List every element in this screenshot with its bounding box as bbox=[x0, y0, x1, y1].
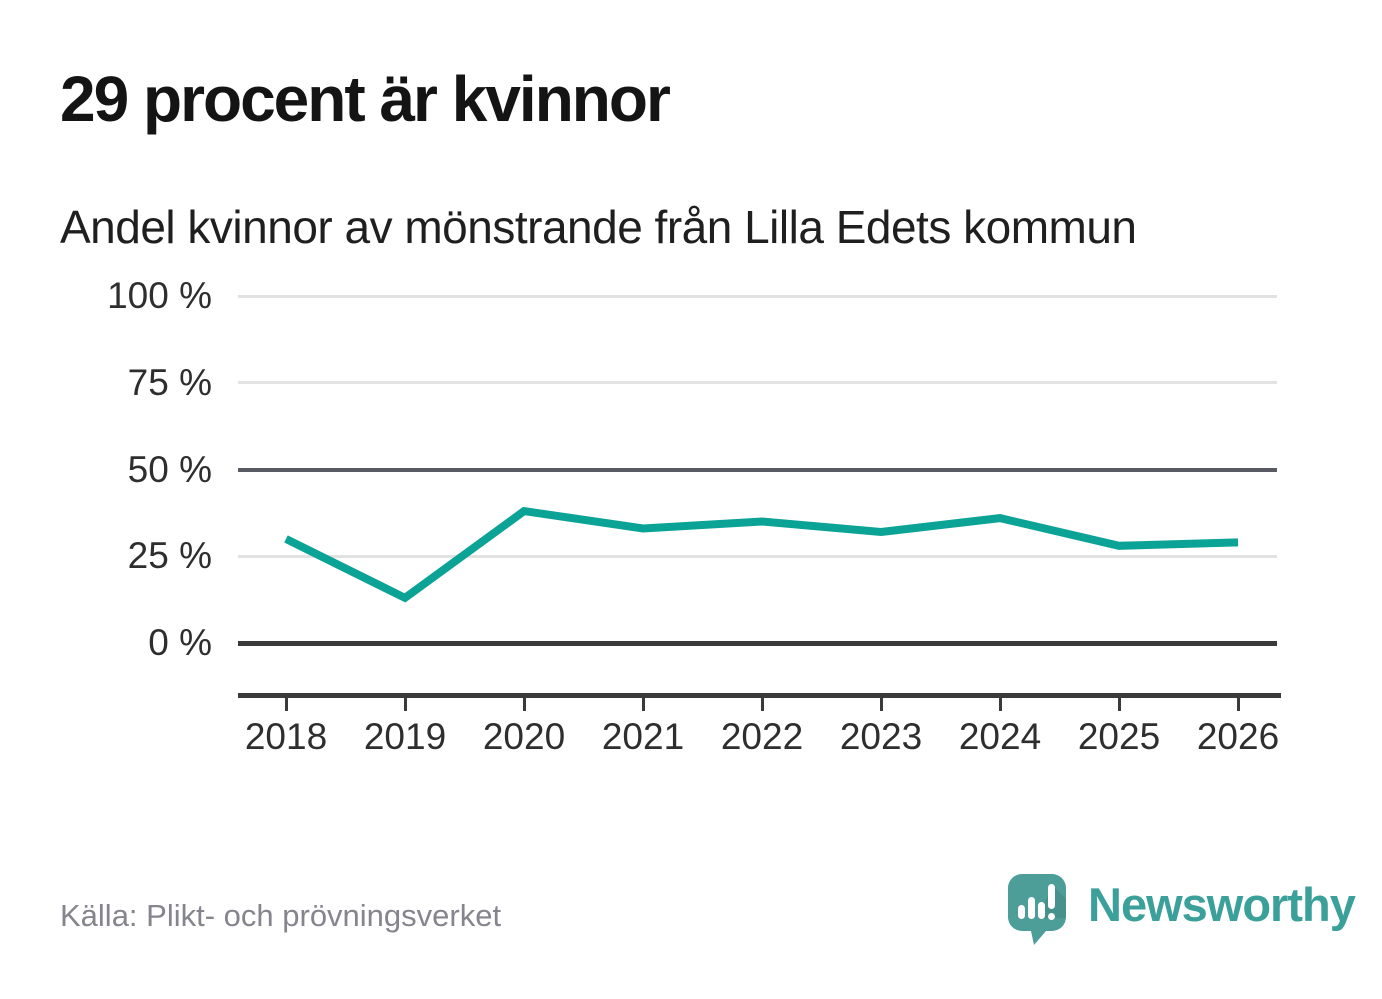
y-axis-label: 75 % bbox=[127, 361, 212, 403]
x-axis-tick bbox=[641, 697, 645, 711]
y-axis-label: 100 % bbox=[107, 275, 212, 316]
x-axis-label: 2025 bbox=[1077, 716, 1161, 757]
x-axis-label: 2026 bbox=[1196, 716, 1280, 757]
page-title: 29 procent är kvinnor bbox=[60, 63, 671, 135]
y-gridline bbox=[238, 294, 1277, 298]
x-axis-tick bbox=[1117, 697, 1121, 711]
x-axis-label: 2020 bbox=[482, 716, 566, 757]
x-axis-label: 2019 bbox=[363, 716, 447, 757]
y-axis-label: 50 % bbox=[127, 448, 212, 490]
x-axis-tick bbox=[760, 697, 764, 711]
x-axis-label: 2018 bbox=[244, 716, 328, 757]
newsworthy-logo-icon bbox=[1008, 874, 1066, 945]
y-gridline bbox=[238, 554, 1277, 558]
y-axis-label: 25 % bbox=[127, 535, 212, 577]
x-axis-label: 2023 bbox=[839, 716, 923, 757]
x-axis-tick bbox=[998, 697, 1002, 711]
x-axis-label: 2024 bbox=[958, 716, 1042, 757]
x-axis-label: 2021 bbox=[601, 716, 685, 757]
x-axis-tick bbox=[403, 697, 407, 711]
y-axis-label: 0 % bbox=[148, 622, 212, 663]
data-line-series bbox=[284, 506, 1239, 603]
x-axis-tick bbox=[284, 697, 288, 711]
x-axis-label: 2022 bbox=[720, 716, 804, 757]
newsworthy-logo: Newsworthy bbox=[1008, 874, 1356, 946]
chart-subtitle: Andel kvinnor av mönstrande från Lilla E… bbox=[60, 201, 1137, 253]
y-gridline bbox=[238, 641, 1277, 646]
y-gridline bbox=[238, 467, 1277, 472]
x-axis-tick bbox=[879, 697, 883, 711]
x-axis-tick bbox=[522, 697, 526, 711]
source-note: Källa: Plikt- och prövningsverket bbox=[60, 898, 502, 933]
y-gridline bbox=[238, 381, 1277, 385]
newsworthy-logo-text: Newsworthy bbox=[1088, 878, 1356, 931]
x-axis-line bbox=[238, 693, 1281, 698]
x-axis-tick bbox=[1236, 697, 1240, 711]
